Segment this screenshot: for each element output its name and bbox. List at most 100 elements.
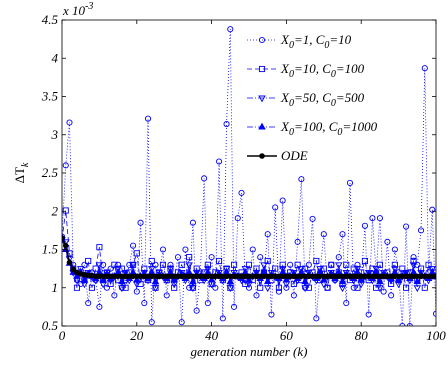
data-point-s2-65 — [301, 285, 309, 293]
data-point-s1-91 — [399, 265, 406, 272]
data-point-s3-75 — [338, 277, 347, 285]
legend-label-part-2-a: X — [280, 90, 290, 105]
data-point-s2-74 — [334, 262, 343, 270]
data-point-s2-69 — [316, 266, 324, 273]
data-point-s2-84 — [372, 266, 380, 273]
data-point-s0-88 — [388, 292, 395, 299]
data-point-s1-8 — [88, 284, 95, 291]
data-point-s4-2 — [66, 259, 73, 266]
data-point-s0-24 — [148, 319, 155, 326]
data-point-s2-44 — [222, 266, 231, 273]
y-tick-label-0: 0.5 — [42, 318, 59, 333]
data-point-s1-78 — [350, 265, 357, 272]
data-point-s0-68 — [313, 315, 320, 322]
legend-entry-0: X0=1, C0=10 — [247, 32, 352, 51]
data-point-s0-27 — [159, 246, 167, 253]
data-point-s1-72 — [328, 261, 335, 268]
data-point-s2-29 — [166, 266, 175, 273]
data-point-s0-94 — [410, 254, 417, 261]
data-point-s1-4 — [73, 284, 81, 291]
legend-label-part-0-b: =1, C — [294, 32, 325, 47]
data-point-s0-59 — [279, 197, 286, 204]
legend-marker-4 — [259, 153, 265, 159]
data-point-s0-82 — [365, 311, 372, 318]
y-axis-title-sub: k — [20, 162, 31, 167]
x-tick-label-0: 0 — [59, 328, 66, 343]
legend-marker-1 — [258, 65, 266, 73]
legend-label-part-3-c: =1000 — [342, 119, 377, 134]
data-point-s3-6 — [80, 275, 89, 283]
data-point-s0-36 — [193, 307, 200, 314]
data-point-s1-42 — [216, 257, 223, 265]
data-point-s0-19 — [130, 242, 137, 249]
data-point-s0-70 — [320, 231, 327, 238]
data-point-s2-19 — [129, 262, 137, 270]
y-tick-label-6: 3.5 — [41, 89, 59, 104]
x-tick-label-2: 40 — [205, 328, 219, 343]
data-point-s2-54 — [260, 262, 268, 270]
data-point-s1-17 — [122, 284, 129, 291]
data-point-s0-89 — [391, 246, 398, 253]
data-point-s0-66 — [305, 261, 312, 268]
axes-layer: 0 20 40 60 80 100 0.5 1 1.5 2 2.5 3 3.5 4 4.5x 10-3 gen… — [12, 1, 446, 359]
data-point-s0-51 — [249, 246, 256, 253]
data-point-s0-2 — [66, 119, 73, 126]
data-point-s2-89 — [391, 266, 399, 273]
data-point-s0-12 — [103, 284, 110, 291]
legend-marker-2 — [258, 95, 266, 103]
data-point-s0-97 — [421, 65, 428, 72]
data-point-s0-32 — [178, 319, 185, 326]
y-tick-label-1: 1 — [52, 280, 59, 295]
data-point-s0-75 — [339, 231, 346, 238]
data-point-s0-81 — [361, 222, 368, 229]
data-point-s1-50 — [245, 261, 253, 268]
data-point-s4-0 — [62, 235, 65, 241]
series-4 — [62, 235, 436, 280]
data-point-s0-46 — [230, 303, 238, 310]
data-point-s0-10 — [96, 303, 103, 310]
data-point-s1-89 — [391, 261, 398, 268]
data-point-s0-55 — [264, 231, 271, 238]
data-point-s0-1 — [62, 162, 69, 169]
data-point-s4-3 — [70, 266, 77, 273]
data-point-s2-79 — [353, 266, 362, 273]
data-point-s0-25 — [152, 261, 159, 268]
data-point-s0-85 — [376, 215, 383, 222]
data-point-s3-20 — [133, 275, 141, 283]
data-point-s3-85 — [376, 277, 384, 285]
data-point-s1-63 — [294, 261, 301, 268]
series-line-2 — [62, 239, 436, 288]
legend-label-part-0-a_sub: 0 — [289, 40, 294, 51]
y-tick-label-2: 1.5 — [42, 242, 59, 257]
data-point-s0-23 — [144, 115, 152, 122]
data-point-s0-74 — [335, 254, 342, 261]
data-point-s0-41 — [212, 284, 219, 291]
data-point-s0-31 — [174, 254, 181, 261]
data-point-s2-95 — [413, 285, 422, 293]
data-point-s2-39 — [204, 266, 212, 273]
data-point-s1-62 — [290, 280, 297, 287]
data-point-s0-63 — [294, 238, 301, 245]
y-tick-label-8: 4.5 — [42, 12, 59, 27]
data-point-s0-62 — [290, 292, 297, 299]
data-point-s3-50 — [245, 275, 253, 283]
legend-label-1: X0=10, C0=100 — [280, 61, 365, 80]
data-point-s1-71 — [324, 284, 331, 291]
data-point-s1-49 — [242, 280, 249, 287]
data-point-s0-18 — [126, 261, 133, 268]
data-point-s2-64 — [297, 266, 306, 273]
legend-entry-4: ODE — [247, 148, 308, 163]
data-point-s1-46 — [230, 261, 238, 268]
x-axis-title: generation number (k) — [191, 344, 308, 359]
data-point-s2-70 — [320, 281, 328, 289]
data-point-s0-20 — [133, 288, 140, 295]
data-point-s0-28 — [163, 292, 170, 299]
data-point-s0-43 — [219, 315, 226, 322]
data-point-s0-60 — [283, 284, 290, 291]
data-point-s3-30 — [170, 275, 178, 283]
legend-label-part-4-a: ODE — [281, 148, 308, 163]
data-point-s1-84 — [373, 284, 380, 291]
plot-layer — [62, 26, 436, 326]
data-point-s0-57 — [272, 204, 279, 211]
